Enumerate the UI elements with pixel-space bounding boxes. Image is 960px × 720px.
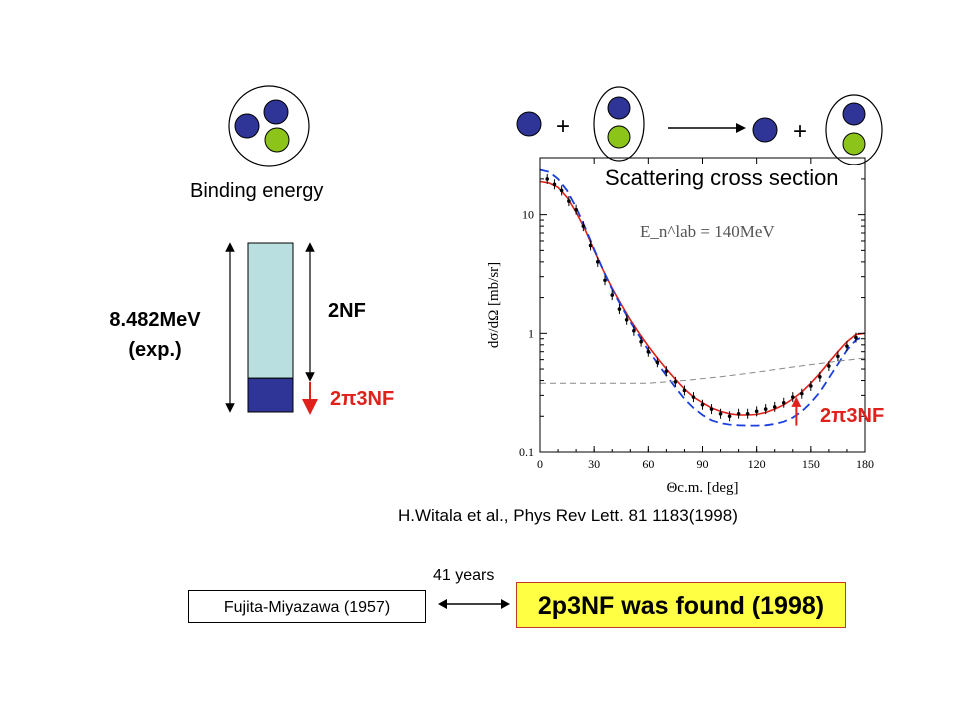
data-point xyxy=(595,260,600,264)
x-tick-label: 120 xyxy=(748,457,766,471)
data-point xyxy=(588,243,593,248)
two-pi-3nf-label-right: 2π3NF xyxy=(820,405,885,427)
nucleus-bound-diagram xyxy=(228,85,310,167)
two-nf-label: 2NF xyxy=(328,300,366,322)
fujita-miyazawa-box: Fujita-Miyazawa (1957) xyxy=(188,590,426,623)
data-point xyxy=(827,364,831,368)
nucleus-boundary xyxy=(228,85,310,167)
discovery-highlight-box: 2p3NF was found (1998) xyxy=(516,582,846,628)
energy-annotation: E_n^lab = 140MeV xyxy=(640,222,775,241)
data-point xyxy=(745,411,750,416)
nucleon-green xyxy=(264,127,290,153)
data-point xyxy=(682,388,687,393)
x-tick-label: 60 xyxy=(642,457,654,471)
data-point xyxy=(632,328,636,333)
residual-nucleon-blue xyxy=(842,102,866,126)
data-point xyxy=(691,395,696,399)
data-point xyxy=(617,307,622,311)
series-line-2pi3nf xyxy=(539,180,866,416)
data-point xyxy=(700,402,705,407)
target-nucleus-boundary xyxy=(593,86,645,162)
outgoing-nucleon xyxy=(752,117,778,143)
data-point xyxy=(624,317,629,322)
two-pi-3nf-label-left: 2π3NF xyxy=(330,388,395,410)
data-point xyxy=(763,407,768,411)
x-tick-label: 0 xyxy=(537,457,543,471)
energy-value-line1: 8.482MeV xyxy=(109,309,201,331)
data-point xyxy=(655,360,660,365)
y-tick-label: 1 xyxy=(528,326,534,340)
energy-bar-diagram xyxy=(225,242,318,415)
binding-energy-label: Binding energy xyxy=(190,180,324,202)
data-point xyxy=(727,414,732,419)
plus-sign-1: + xyxy=(556,113,571,140)
effect-arrow-head xyxy=(791,396,802,407)
data-point xyxy=(639,339,643,344)
energy-bar-3nf xyxy=(247,377,294,413)
plus-sign-2: + xyxy=(793,118,808,145)
nucleon-blue-1 xyxy=(263,99,289,125)
data-point xyxy=(545,177,550,181)
cross-section-chart: 0 30 60 90 120 150 180 0.1 1 10 E_n^lab = 140MeV Θc… xyxy=(486,157,874,496)
data-point xyxy=(845,344,849,348)
data-point xyxy=(836,354,840,359)
data-point xyxy=(854,335,858,340)
nucleon-blue-2 xyxy=(234,113,260,139)
energy-value-label: 8.482MeV (exp.) xyxy=(95,305,215,365)
data-point xyxy=(603,278,607,283)
series-line-2nf xyxy=(539,168,866,427)
data-point xyxy=(818,375,822,379)
residual-nucleus-boundary xyxy=(825,94,883,165)
scattering-cross-section-label: Scattering cross section xyxy=(605,165,839,190)
x-tick-label: 90 xyxy=(697,457,709,471)
y-axis-label: dσ/dΩ [mb/sr] xyxy=(486,262,502,348)
incoming-nucleon xyxy=(516,111,542,137)
data-point xyxy=(709,407,714,411)
y-tick-label: 10 xyxy=(522,208,534,222)
data-point xyxy=(552,182,557,187)
data-point xyxy=(567,199,571,203)
data-point xyxy=(772,405,777,409)
energy-bar-2nf xyxy=(247,242,294,379)
data-point xyxy=(559,188,564,193)
citation-text: H.Witala et al., Phys Rev Lett. 81 1183(… xyxy=(398,506,738,525)
timeline-arrow xyxy=(438,599,510,609)
x-tick-label: 180 xyxy=(856,457,874,471)
x-tick-label: 30 xyxy=(588,457,600,471)
target-nucleon-blue xyxy=(607,96,631,120)
data-point xyxy=(610,293,615,297)
data-point xyxy=(781,400,786,405)
target-nucleon-green xyxy=(607,125,631,149)
energy-value-line2: (exp.) xyxy=(128,339,182,361)
data-point xyxy=(754,409,759,414)
x-axis-label: Θc.m. [deg] xyxy=(666,480,738,496)
data-point xyxy=(736,411,741,416)
scattering-diagram xyxy=(516,86,883,165)
y-tick-label: 0.1 xyxy=(519,445,534,459)
data-point xyxy=(581,224,586,228)
data-point xyxy=(800,391,804,396)
series-line-difference xyxy=(540,357,866,384)
data-point xyxy=(664,369,669,373)
data-point xyxy=(673,380,678,384)
residual-nucleon-green xyxy=(842,132,866,156)
years-label: 41 years xyxy=(433,567,495,584)
data-point xyxy=(790,395,795,399)
data-point xyxy=(646,349,651,354)
reaction-arrow-head xyxy=(736,123,746,133)
data-point xyxy=(574,207,578,212)
x-tick-label: 150 xyxy=(802,457,820,471)
data-point xyxy=(718,411,723,416)
data-point xyxy=(809,384,813,388)
